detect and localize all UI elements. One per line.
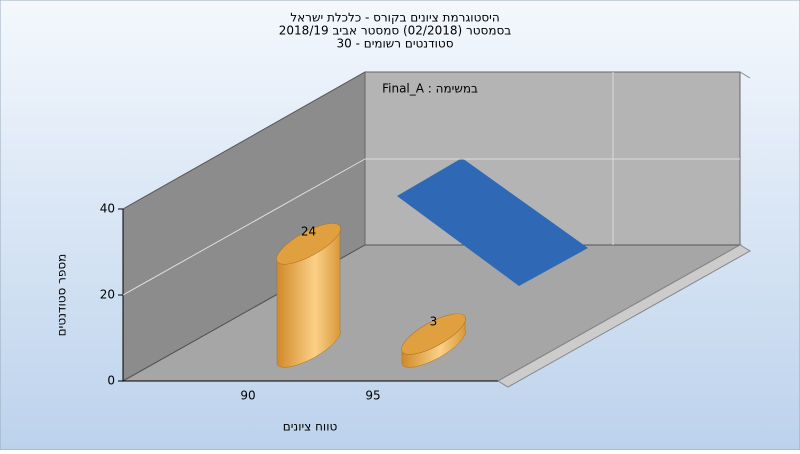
bar-top — [401, 313, 466, 355]
grid-line — [122, 158, 366, 296]
bar-top — [276, 223, 341, 265]
y-tick-label: 0 — [107, 374, 115, 388]
x-tick-label: 90 — [240, 389, 255, 403]
y-axis-label: מספר סטודנטים — [55, 254, 69, 337]
y-tick-label: 20 — [100, 288, 115, 302]
x-tick-label: 95 — [365, 389, 380, 403]
edge — [739, 71, 751, 79]
y-tick-label: 40 — [100, 202, 115, 216]
value-label: 24 — [301, 224, 316, 238]
title: היסטוגרמת ציונים בקורס - כלכלת ישראלבסמס… — [279, 11, 511, 51]
shape — [397, 158, 588, 286]
title-line: היסטוגרמת ציונים בקורס - כלכלת ישראל — [290, 11, 499, 25]
value-label: 3 — [430, 315, 438, 329]
title-line: בסמסטר (02/2018) סמסטר אביב 2018/19 — [279, 24, 511, 38]
title-line: סטודנטים רשומים - 30 — [336, 37, 453, 51]
x-axis-label: טווח ציונים — [283, 420, 338, 434]
annotation: במשימה : Final_A — [382, 82, 478, 96]
floor-edge — [497, 244, 751, 388]
